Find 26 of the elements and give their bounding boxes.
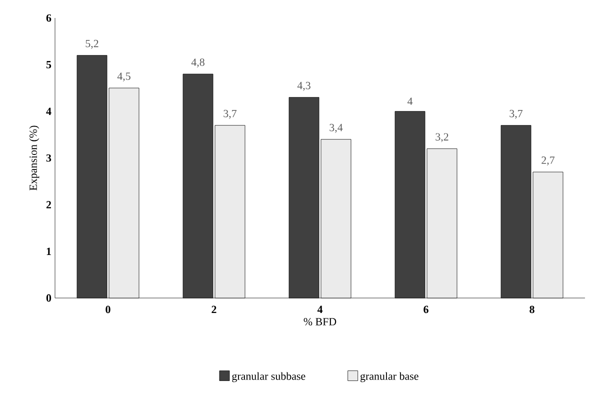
data-label: 3,7 bbox=[510, 110, 523, 119]
data-label: 2,7 bbox=[542, 156, 555, 166]
data-label: 3,4 bbox=[330, 124, 343, 133]
data-label: 4,8 bbox=[191, 58, 204, 68]
x-tick-label: 0 bbox=[106, 306, 110, 314]
y-tick-label: 1 bbox=[46, 248, 51, 255]
legend-label: granular base bbox=[360, 372, 418, 382]
data-label: 3,2 bbox=[436, 133, 448, 142]
data-label: 4 bbox=[407, 98, 413, 105]
y-tick-label: 0 bbox=[46, 294, 52, 302]
x-tick-label: 4 bbox=[317, 306, 323, 313]
x-tick-label: 2 bbox=[212, 306, 216, 314]
x-tick-label: 6 bbox=[424, 306, 428, 314]
y-tick-label: 5 bbox=[46, 61, 52, 68]
y-tick-label: 4 bbox=[46, 108, 52, 115]
x-axis-title: % BFD bbox=[304, 318, 336, 326]
x-tick-label: 8 bbox=[530, 306, 534, 314]
legend-label: granular subbase bbox=[232, 372, 306, 382]
y-axis-title: Expansion (%) bbox=[29, 126, 40, 190]
y-tick-label: 2 bbox=[46, 201, 51, 208]
data-label: 4,3 bbox=[297, 82, 310, 91]
data-label: 3,7 bbox=[224, 110, 237, 119]
y-tick-label: 3 bbox=[46, 154, 52, 162]
data-label: 4,5 bbox=[117, 72, 130, 82]
y-tick-label: 6 bbox=[46, 14, 52, 22]
data-label: 5,2 bbox=[86, 40, 98, 49]
